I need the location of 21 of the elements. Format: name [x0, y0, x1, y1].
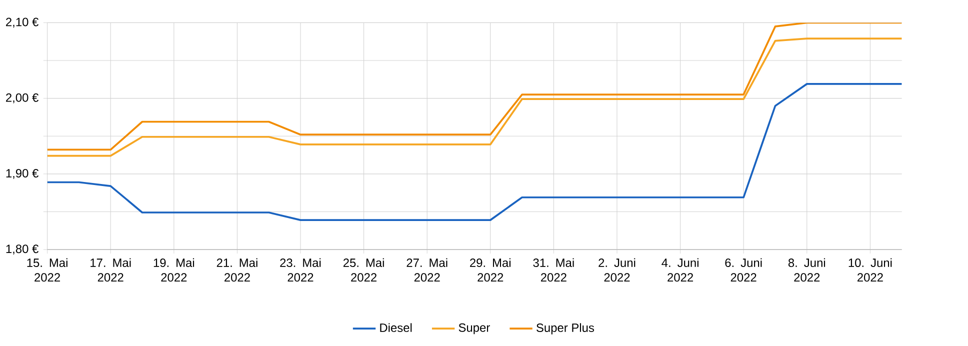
y-tick-label: 1,90 € — [6, 169, 38, 179]
x-tick-label: 27. Mai 2022 — [406, 258, 448, 282]
y-tick-label: 2,10 € — [6, 18, 38, 28]
y-tick-label: 1,80 € — [6, 244, 38, 254]
x-tick-label: 29. Mai 2022 — [470, 258, 510, 282]
x-tick-label: 10. Juni 2022 — [848, 258, 892, 282]
x-tick-label: 17. Mai 2022 — [90, 258, 131, 282]
x-tick-label: 25. Mai 2022 — [343, 258, 384, 282]
legend-label: Super — [458, 323, 490, 334]
x-tick-label: 8. Juni 2022 — [788, 258, 826, 282]
x-tick-label: 31. Mai 2022 — [533, 258, 574, 282]
legend-label: Super Plus — [536, 323, 594, 334]
x-tick-label: 4. Juni 2022 — [662, 258, 698, 282]
x-tick-label: 21. Mai 2022 — [216, 258, 258, 282]
y-tick-label: 2,00 € — [6, 93, 38, 104]
x-tick-label: 15. Mai 2022 — [27, 258, 68, 282]
legend-label: Diesel — [380, 323, 412, 332]
x-tick-label: 6. Juni 2022 — [725, 258, 762, 282]
x-tick-label: 23. Mai 2022 — [280, 258, 321, 282]
x-tick-label: 19. Mai 2022 — [154, 258, 194, 282]
x-tick-label: 2. Juni 2022 — [598, 258, 636, 282]
